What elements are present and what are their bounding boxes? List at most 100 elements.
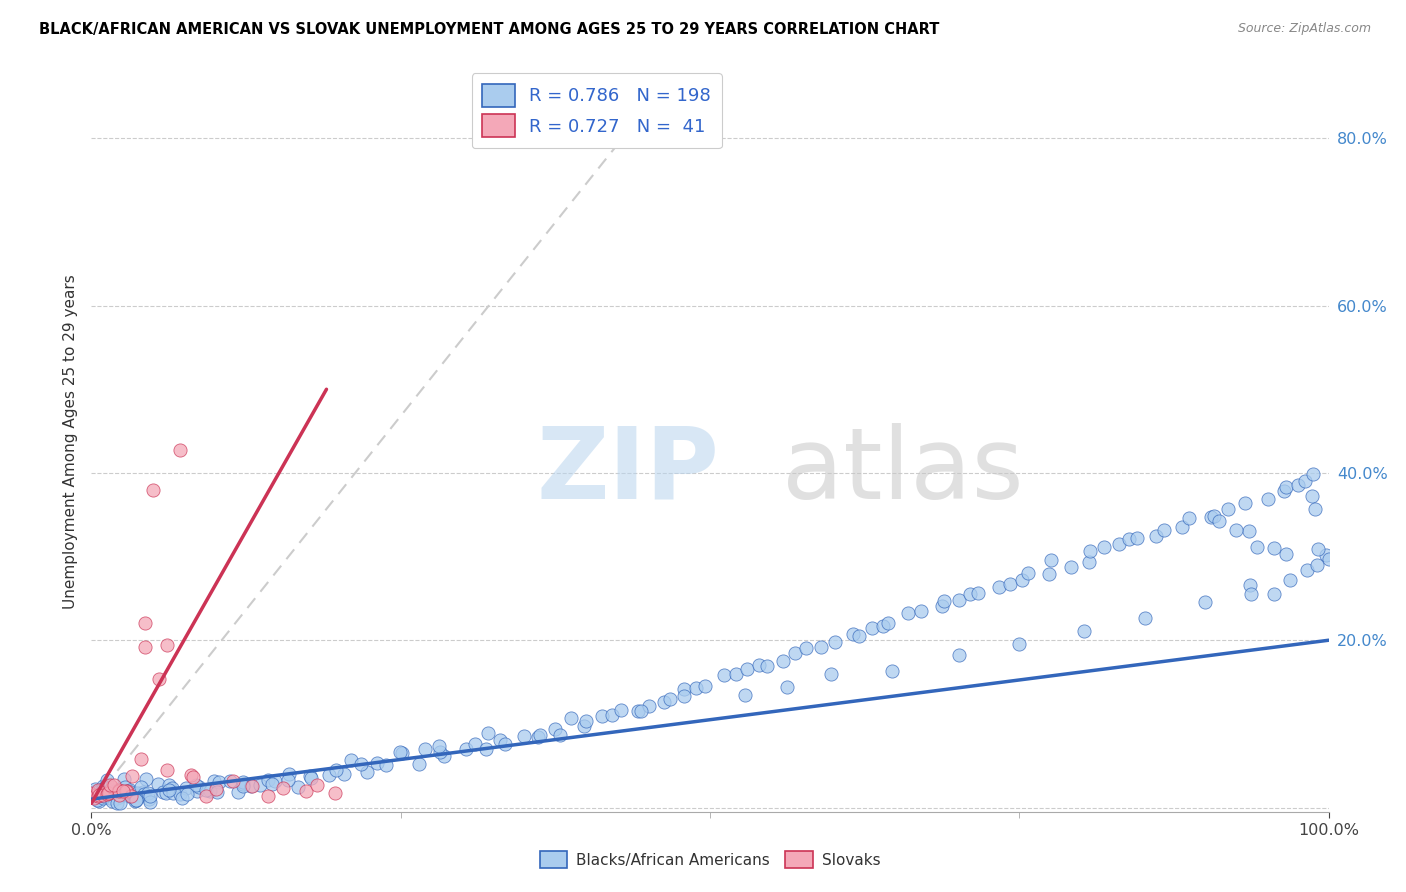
Point: [1257, 492, 1279, 507]
Point: [91, 779, 114, 793]
Point: [575, 714, 598, 728]
Point: [86, 793, 108, 807]
Point: [544, 722, 567, 736]
Point: [115, 786, 138, 800]
Point: [94, 781, 117, 796]
Point: [408, 756, 430, 771]
Point: [652, 695, 675, 709]
Point: [1060, 559, 1083, 574]
Point: [325, 763, 347, 777]
Point: [298, 769, 321, 783]
Point: [162, 786, 184, 800]
Point: [188, 780, 211, 794]
Point: [138, 795, 160, 809]
Point: [489, 733, 512, 747]
Point: [1303, 502, 1326, 516]
Point: [129, 780, 152, 794]
Point: [1078, 544, 1101, 558]
Point: [931, 599, 953, 613]
Point: [136, 786, 159, 800]
Point: [101, 785, 124, 799]
Point: [96, 778, 118, 792]
Point: [1237, 524, 1260, 538]
Point: [186, 784, 208, 798]
Point: [232, 779, 254, 793]
Point: [160, 780, 183, 795]
Point: [772, 653, 794, 667]
Point: [627, 704, 650, 718]
Point: [998, 576, 1021, 591]
Point: [111, 788, 134, 802]
Point: [94, 782, 117, 797]
Text: ZIP: ZIP: [537, 423, 720, 520]
Point: [1153, 523, 1175, 537]
Point: [112, 783, 135, 797]
Point: [1073, 624, 1095, 639]
Text: BLACK/AFRICAN AMERICAN VS SLOVAK UNEMPLOYMENT AMONG AGES 25 TO 29 YEARS CORRELAT: BLACK/AFRICAN AMERICAN VS SLOVAK UNEMPLO…: [39, 22, 939, 37]
Point: [427, 739, 450, 753]
Point: [1306, 541, 1329, 556]
Point: [89, 794, 111, 808]
Point: [374, 758, 396, 772]
Point: [529, 728, 551, 742]
Point: [98, 783, 121, 797]
Point: [1118, 533, 1140, 547]
Point: [257, 772, 280, 787]
Point: [96, 772, 118, 787]
Point: [105, 790, 128, 805]
Point: [79, 786, 101, 800]
Point: [755, 659, 778, 673]
Point: [475, 742, 498, 756]
Point: [610, 703, 633, 717]
Point: [1306, 558, 1329, 573]
Point: [135, 772, 157, 787]
Point: [101, 794, 124, 808]
Point: [205, 781, 228, 796]
Point: [1272, 483, 1295, 498]
Point: [118, 783, 141, 797]
Point: [1171, 520, 1194, 534]
Point: [120, 784, 142, 798]
Point: [125, 793, 148, 807]
Point: [105, 783, 128, 797]
Point: [713, 668, 735, 682]
Point: [842, 627, 865, 641]
Point: [249, 778, 271, 792]
Point: [880, 664, 903, 678]
Point: [366, 756, 388, 770]
Point: [1315, 548, 1337, 562]
Point: [872, 619, 894, 633]
Point: [218, 773, 240, 788]
Point: [1126, 531, 1149, 545]
Point: [127, 788, 149, 802]
Point: [305, 778, 328, 792]
Point: [1092, 540, 1115, 554]
Point: [83, 781, 105, 796]
Point: [810, 640, 832, 654]
Point: [115, 784, 138, 798]
Point: [987, 580, 1010, 594]
Point: [967, 586, 990, 600]
Point: [125, 786, 148, 800]
Point: [108, 783, 131, 797]
Point: [735, 662, 758, 676]
Point: [560, 711, 582, 725]
Point: [1017, 566, 1039, 580]
Point: [785, 646, 807, 660]
Point: [172, 790, 194, 805]
Point: [117, 784, 139, 798]
Point: [1240, 586, 1263, 600]
Point: [93, 788, 115, 802]
Point: [83, 790, 105, 805]
Point: [512, 729, 534, 743]
Point: [97, 786, 120, 800]
Point: [1302, 467, 1324, 481]
Point: [176, 787, 198, 801]
Point: [180, 768, 202, 782]
Point: [125, 793, 148, 807]
Point: [1234, 496, 1257, 510]
Point: [1199, 509, 1222, 524]
Point: [124, 794, 146, 808]
Point: [934, 593, 956, 607]
Text: atlas: atlas: [782, 423, 1024, 520]
